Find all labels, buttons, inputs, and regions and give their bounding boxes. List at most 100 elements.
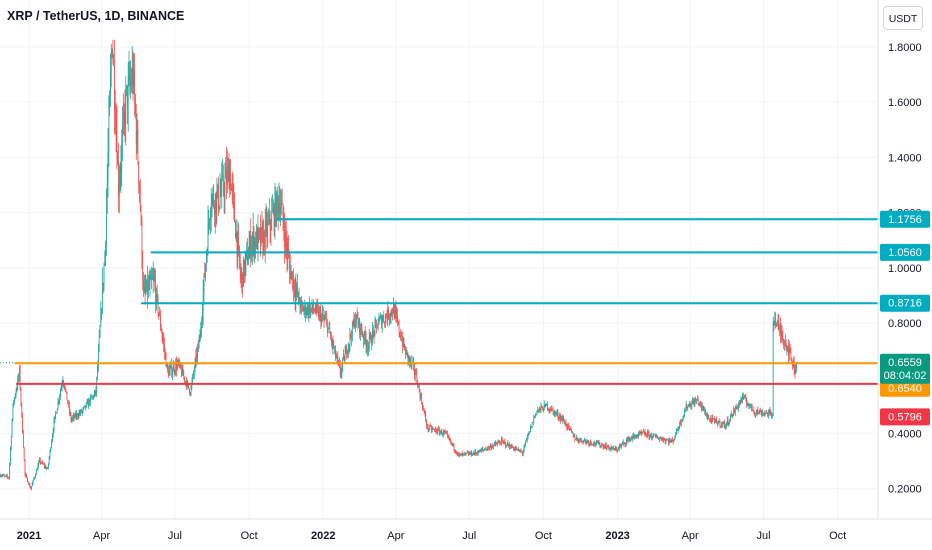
candle-body	[122, 127, 123, 142]
candle-body	[247, 258, 249, 264]
candle-body	[443, 431, 445, 433]
candle-body	[764, 412, 766, 415]
candle-body	[654, 434, 656, 436]
candle-body	[322, 314, 324, 319]
candle-body	[226, 169, 227, 185]
candle-body	[10, 448, 11, 464]
candle-body	[277, 200, 279, 214]
candle-body	[419, 390, 421, 398]
candle-body	[686, 405, 688, 408]
candle-body	[501, 439, 503, 441]
candle-body	[252, 231, 254, 240]
candle-body	[705, 415, 707, 417]
candle-body	[34, 476, 36, 479]
candle-body	[480, 449, 481, 453]
currency-button[interactable]: USDT	[883, 6, 923, 30]
candle-body	[640, 431, 642, 434]
candle-body	[717, 422, 718, 425]
candle-body	[222, 174, 224, 191]
candle-body	[451, 442, 453, 446]
candle-body	[614, 448, 616, 451]
candle-body	[776, 325, 777, 327]
candle-body	[219, 194, 221, 207]
candle-body	[609, 447, 610, 450]
candle-body	[125, 89, 127, 125]
candle-body	[687, 406, 689, 408]
candle-body	[774, 318, 776, 326]
candle-body	[525, 441, 527, 444]
candle-body	[414, 364, 415, 374]
candle-body	[297, 292, 299, 296]
candle-body	[489, 445, 491, 447]
level-tag-bg	[880, 294, 930, 312]
candle-body	[571, 430, 572, 433]
candle-body	[382, 316, 384, 321]
candle-body	[757, 410, 759, 413]
candle-body	[338, 360, 339, 363]
candle-body	[783, 342, 785, 344]
candle-body	[514, 448, 516, 451]
candle-body	[503, 441, 505, 443]
candle-body	[358, 319, 360, 326]
candle-body	[387, 308, 389, 320]
candle-body	[483, 449, 485, 451]
candle-body	[467, 452, 468, 454]
candle-body	[372, 330, 373, 343]
candle-body	[394, 309, 396, 318]
candle-body	[260, 227, 262, 244]
candle-body	[307, 306, 309, 315]
candle-body	[31, 486, 32, 489]
candle-body	[212, 192, 214, 197]
candle-body	[252, 239, 253, 247]
candle-body	[431, 428, 433, 431]
candle-body	[494, 443, 496, 444]
candle-body	[255, 239, 256, 248]
candle-body	[280, 208, 281, 214]
candle-body	[221, 177, 223, 193]
candle-body	[395, 309, 397, 313]
candle-body	[701, 403, 702, 408]
candle-body	[675, 434, 676, 437]
candle-body	[720, 425, 722, 427]
candle-body	[681, 420, 683, 422]
candle-body	[368, 336, 370, 345]
candle-body	[508, 444, 510, 446]
candle-body	[152, 277, 154, 280]
candle-body	[54, 415, 56, 421]
candle-body	[371, 342, 373, 344]
candle-body	[465, 452, 467, 454]
candle-body	[161, 332, 163, 337]
candle-body	[582, 441, 584, 443]
candle-body	[715, 418, 717, 421]
candle-body	[250, 235, 252, 256]
candle-body	[181, 368, 182, 376]
candle-body	[48, 457, 50, 464]
candle-body	[256, 230, 257, 248]
candle-body	[517, 449, 518, 451]
candle-body	[665, 439, 667, 442]
candle-body	[598, 442, 600, 444]
candle-body	[491, 446, 493, 449]
candle-body	[170, 365, 172, 368]
candle-body	[639, 433, 640, 434]
candle-body	[6, 475, 8, 477]
candle-body	[606, 446, 608, 449]
price-tick-label: 0.2000	[888, 484, 922, 496]
candle-body	[620, 445, 622, 447]
candle-body	[496, 444, 497, 445]
candle-body	[647, 432, 649, 434]
candle-body	[247, 249, 248, 264]
candle-body	[0, 475, 2, 477]
candle-body	[364, 331, 366, 339]
candle-body	[572, 432, 573, 434]
candle-body	[49, 450, 51, 458]
candle-body	[763, 412, 764, 414]
candle-body	[752, 410, 754, 412]
candle-body	[472, 454, 473, 456]
candle-body	[792, 363, 793, 367]
candle-body	[360, 324, 362, 331]
candle-body	[583, 440, 585, 443]
candle-body	[188, 384, 190, 389]
candle-body	[488, 446, 489, 449]
